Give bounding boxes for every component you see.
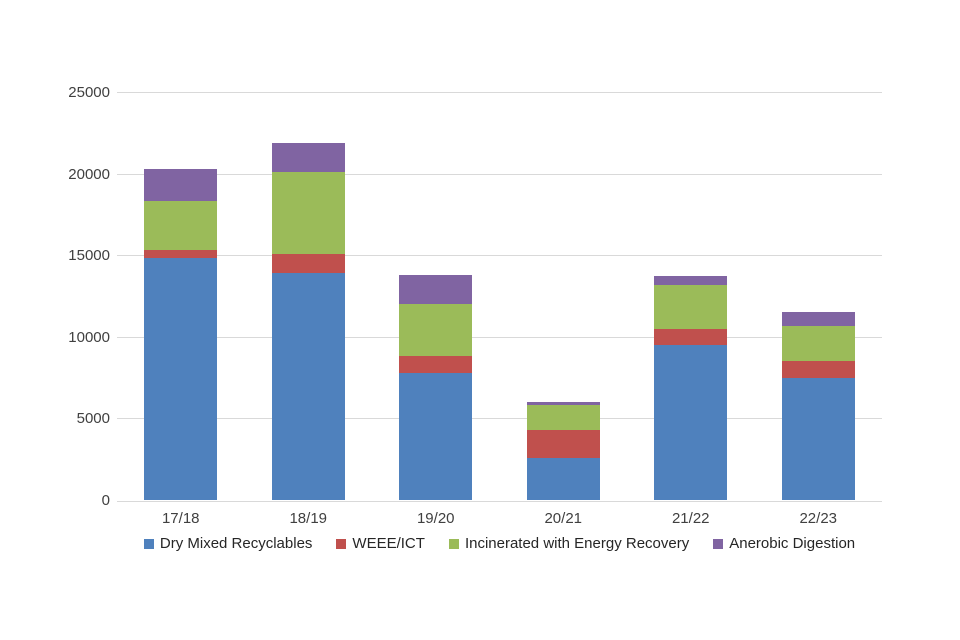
bar-slot [245,93,373,501]
legend-swatch-icon [448,538,459,549]
bar-segment [526,457,600,500]
x-axis-category-label: 18/19 [289,510,328,527]
legend-label: Dry Mixed Recyclables [159,535,313,552]
bar-segment [781,361,855,378]
gridline [117,336,882,338]
y-axis-tick-label: 10000 [68,328,110,346]
x-axis: 17/18 18/19 19/20 20/21 21/22 22/23 [117,510,882,530]
legend-label: WEEE/ICT [352,535,425,552]
legend-label: Incinerated with Energy Recovery [464,535,690,552]
legend-item: Anerobic Digestion [713,535,855,552]
bar-segment [399,274,473,305]
legend-swatch-icon [143,538,154,549]
gridline [117,173,882,175]
bar-stack-18-19 [271,142,345,500]
bar-segment [654,284,728,329]
bar-slot [117,93,245,501]
legend-swatch-icon [336,538,347,549]
bar-segment [654,275,728,285]
bar-slot [372,93,500,501]
bar-segment [399,304,473,357]
y-axis-tick-label: 20000 [68,165,110,183]
bar-segment [271,142,345,172]
bar-slot [627,93,755,501]
gridline [117,92,882,93]
x-axis-category-label: 22/23 [799,510,838,527]
y-axis-tick-label: 0 [101,492,110,509]
plot-area [117,92,883,502]
bar-segment [144,168,218,202]
bar-segment [271,273,345,500]
y-axis-tick-label: 15000 [68,247,110,265]
bar-segment [781,377,855,500]
bar-segment [654,344,728,500]
bar-segment [144,258,218,500]
bar-segment [526,429,600,458]
x-axis-category-label: 17/18 [161,510,200,527]
bar-segment [781,326,855,362]
bar-stack-21-22 [654,275,728,500]
legend-item: Incinerated with Energy Recovery [448,535,690,552]
bar-segment [781,311,855,327]
y-axis-tick-label: 25000 [68,84,110,101]
bar-segment [526,404,600,430]
legend-item: Dry Mixed Recyclables [143,535,313,552]
bar-stack-19-20 [399,274,473,500]
bar-segment [399,372,473,500]
y-axis: 0 5000 10000 15000 20000 25000 [0,85,110,509]
gridline [117,255,882,257]
bar-segment [144,250,218,259]
bar-segment [144,201,218,251]
legend: Dry Mixed Recyclables WEEE/ICT Incinerated… [117,535,882,552]
bar-segment [399,356,473,373]
legend-item: WEEE/ICT [336,535,425,552]
bar-slot [500,93,628,501]
gridline [117,418,882,420]
bar-segment [271,171,345,254]
bar-stack-17-18 [144,168,218,500]
legend-swatch-icon [713,538,724,549]
y-axis-tick-label: 5000 [76,410,110,428]
gridline [117,501,882,502]
bar-slot [755,93,883,501]
x-axis-category-label: 21/22 [671,510,710,527]
bar-segment [271,253,345,274]
x-axis-category-label: 19/20 [416,510,455,527]
bar-segment [526,402,600,405]
bar-segment [654,328,728,345]
bar-stack-22-23 [781,311,855,500]
x-axis-category-label: 20/21 [544,510,583,527]
legend-label: Anerobic Digestion [729,535,856,552]
bar-stack-20-21 [526,402,600,500]
